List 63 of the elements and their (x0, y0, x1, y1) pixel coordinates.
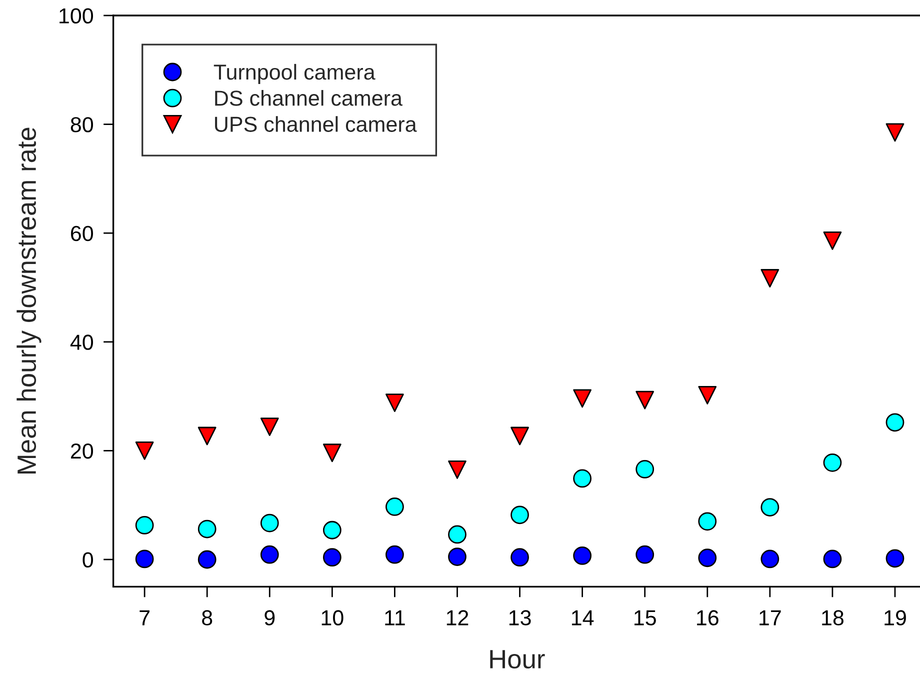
point (636, 460, 654, 478)
point (698, 386, 717, 404)
point (322, 548, 342, 567)
point (510, 506, 529, 524)
point (386, 394, 404, 412)
point (448, 460, 466, 479)
point (322, 520, 342, 540)
y-axis-title: Mean hourly downstream rate (16, 128, 42, 474)
legend-label: Turnpool camera (214, 64, 376, 84)
point (260, 418, 279, 436)
point (260, 545, 279, 564)
point (510, 548, 529, 567)
point (573, 546, 592, 565)
y-tick-label: 100 (60, 8, 94, 24)
point (510, 426, 529, 446)
x-tick-label: 17 (760, 610, 781, 626)
y-tick-label: 80 (70, 117, 94, 132)
point (636, 390, 654, 410)
point (386, 545, 404, 564)
x-tick-label: 12 (446, 610, 468, 626)
x-axis-title: Hour (490, 650, 545, 669)
x-tick-label: 8 (202, 610, 212, 626)
point (698, 512, 717, 531)
x-tick-label: 13 (509, 610, 531, 626)
point (198, 426, 216, 446)
point (760, 269, 780, 288)
point (760, 550, 780, 568)
point (198, 520, 216, 538)
y-tick-label: 40 (70, 334, 94, 350)
point (823, 232, 842, 250)
point (135, 442, 154, 460)
point (886, 413, 904, 432)
legend-label: UPS channel camera (215, 116, 417, 132)
point (760, 498, 780, 516)
x-tick-label: 16 (697, 610, 718, 626)
x-tick-label: 18 (822, 610, 844, 626)
point (573, 389, 592, 408)
point (886, 549, 904, 568)
point (322, 444, 342, 462)
x-tick-label: 15 (634, 610, 656, 626)
point (823, 453, 842, 472)
y-tick-label: 60 (71, 226, 94, 242)
point (386, 498, 404, 516)
point (448, 525, 466, 544)
x-tick-label: 7 (140, 610, 150, 626)
x-tick-label: 11 (385, 610, 405, 626)
y-tick-label: 0 (82, 552, 94, 568)
point (573, 469, 592, 488)
point (886, 123, 904, 142)
point (448, 548, 466, 566)
y-tick-label: 20 (70, 443, 94, 459)
x-tick-label: 14 (572, 610, 594, 626)
point (260, 514, 279, 532)
x-tick-label: 9 (264, 610, 275, 626)
point (198, 550, 216, 569)
point (636, 545, 654, 564)
legend-label: DS channel camera (215, 90, 402, 106)
point (698, 548, 717, 568)
point (135, 516, 154, 534)
x-tick-label: 10 (322, 610, 344, 626)
x-tick-label: 19 (884, 610, 906, 626)
point (135, 550, 154, 568)
point (823, 550, 842, 568)
